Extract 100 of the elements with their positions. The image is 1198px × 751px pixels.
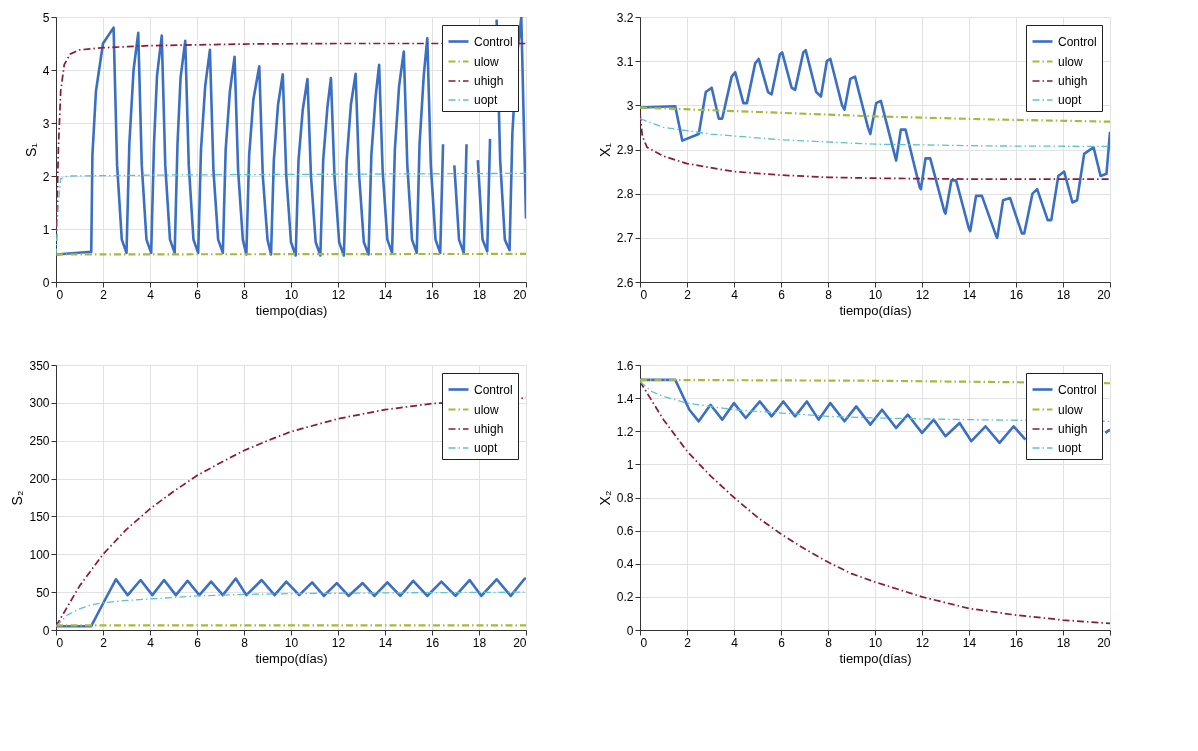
x-tick-label: 8 bbox=[825, 287, 833, 302]
y-tick-label: 2.9 bbox=[616, 143, 634, 157]
x-tick-label: 12 bbox=[915, 287, 930, 302]
line-series bbox=[640, 117, 1110, 148]
legend-label: uopt bbox=[1058, 93, 1083, 107]
legend-label: uhigh bbox=[474, 74, 504, 88]
y-tick-label: 4 bbox=[42, 63, 50, 78]
x-tick-label: 2 bbox=[100, 287, 108, 302]
legend-label: ulow bbox=[474, 54, 500, 69]
legend-label: ulow bbox=[1058, 402, 1084, 417]
x-tick-label: 20 bbox=[1097, 287, 1111, 302]
y-tick-label: 0 bbox=[42, 623, 50, 638]
y-tick-label: 3 bbox=[626, 98, 634, 113]
y-axis-title: X₁ bbox=[596, 142, 613, 158]
x-tick-label: 6 bbox=[778, 287, 786, 302]
x-tick-label: 14 bbox=[962, 287, 977, 302]
x-tick-label: 2 bbox=[100, 635, 108, 650]
legend-label: uhigh bbox=[474, 422, 504, 436]
x-tick-label: 20 bbox=[513, 287, 527, 302]
y-tick-label: 1.6 bbox=[616, 358, 634, 373]
x-tick-label: 0 bbox=[640, 287, 648, 302]
y-tick-label: 150 bbox=[29, 509, 50, 524]
x-tick-label: 14 bbox=[378, 287, 393, 302]
y-tick-label: 3 bbox=[42, 116, 50, 131]
line-series bbox=[56, 591, 526, 627]
y-tick-label: 0.2 bbox=[616, 590, 634, 605]
x-tick-label: 6 bbox=[194, 287, 202, 302]
x-tick-label: 12 bbox=[331, 287, 346, 302]
x-tick-label: 8 bbox=[241, 635, 249, 650]
x-tick-label: 16 bbox=[1009, 287, 1024, 302]
line-series bbox=[640, 48, 1110, 240]
y-tick-label: 3.2 bbox=[616, 10, 634, 25]
x-tick-label: 14 bbox=[378, 635, 393, 650]
y-tick-label: 350 bbox=[29, 358, 50, 373]
x-axis-title: tiempo(dias) bbox=[255, 302, 328, 318]
y-tick-label: 2.8 bbox=[616, 187, 634, 202]
x-tick-label: 20 bbox=[513, 635, 527, 650]
x-axis-title: tiempo(días) bbox=[255, 650, 328, 666]
x-tick-label: 10 bbox=[284, 287, 299, 302]
y-tick-label: 2.6 bbox=[616, 275, 634, 290]
x-tick-label: 18 bbox=[1056, 635, 1071, 650]
legend-label: uopt bbox=[474, 93, 499, 107]
y-tick-label: 100 bbox=[29, 547, 50, 562]
y-tick-label: 0 bbox=[626, 623, 634, 638]
y-tick-label: 0.4 bbox=[616, 557, 634, 572]
y-tick-label: 1.2 bbox=[616, 424, 634, 439]
legend-label: Control bbox=[474, 382, 513, 397]
x-tick-label: 0 bbox=[640, 635, 648, 650]
y-tick-label: 2.7 bbox=[616, 231, 634, 246]
legend-label: uhigh bbox=[1058, 74, 1088, 88]
y-tick-label: 0.6 bbox=[616, 524, 634, 539]
x-tick-label: 14 bbox=[962, 635, 977, 650]
legend-label: ulow bbox=[474, 402, 500, 417]
y-tick-label: 200 bbox=[29, 472, 50, 487]
x-axis-title: tiempo(días) bbox=[839, 302, 912, 318]
y-tick-label: 3.1 bbox=[616, 54, 634, 69]
x-tick-label: 8 bbox=[825, 635, 833, 650]
y-tick-label: 1.4 bbox=[616, 391, 634, 406]
x-tick-label: 0 bbox=[56, 287, 64, 302]
legend-label: Control bbox=[1058, 382, 1097, 397]
x-tick-label: 16 bbox=[425, 635, 440, 650]
x-tick-label: 6 bbox=[778, 635, 786, 650]
x-tick-label: 18 bbox=[472, 635, 487, 650]
y-tick-label: 1 bbox=[626, 457, 634, 472]
y-tick-label: 5 bbox=[42, 10, 50, 25]
x-tick-label: 20 bbox=[1097, 635, 1111, 650]
line-series bbox=[640, 113, 1110, 180]
legend-label: uhigh bbox=[1058, 422, 1088, 436]
x-tick-label: 10 bbox=[284, 635, 299, 650]
y-tick-label: 2 bbox=[42, 169, 50, 184]
line-series bbox=[640, 106, 1110, 123]
y-axis-title: X₂ bbox=[596, 490, 613, 506]
x-tick-label: 4 bbox=[731, 635, 739, 650]
line-series bbox=[640, 380, 1110, 625]
line-series bbox=[56, 172, 526, 257]
legend-label: Control bbox=[1058, 34, 1097, 49]
legend-label: uopt bbox=[474, 441, 499, 455]
x-tick-label: 18 bbox=[472, 287, 487, 302]
y-tick-label: 1 bbox=[42, 222, 50, 237]
x-tick-label: 2 bbox=[684, 287, 692, 302]
x-tick-label: 0 bbox=[56, 635, 64, 650]
x-tick-label: 10 bbox=[868, 635, 883, 650]
y-tick-label: 250 bbox=[29, 434, 50, 449]
y-tick-label: 0 bbox=[42, 275, 50, 290]
x-tick-label: 4 bbox=[731, 287, 739, 302]
legend-label: ulow bbox=[1058, 54, 1084, 69]
x-tick-label: 12 bbox=[915, 635, 930, 650]
x-tick-label: 4 bbox=[147, 635, 155, 650]
y-axis-title: S₂ bbox=[9, 490, 26, 506]
x-tick-label: 16 bbox=[425, 287, 440, 302]
y-tick-label: 0.8 bbox=[616, 491, 634, 505]
x-tick-label: 8 bbox=[241, 287, 249, 302]
y-tick-label: 50 bbox=[36, 585, 50, 600]
x-tick-label: 16 bbox=[1009, 635, 1024, 650]
x-tick-label: 18 bbox=[1056, 287, 1071, 302]
y-axis-title: S₁ bbox=[22, 142, 39, 158]
y-tick-label: 300 bbox=[29, 396, 50, 411]
x-tick-label: 12 bbox=[331, 635, 346, 650]
legend-label: Control bbox=[474, 34, 513, 49]
x-tick-label: 2 bbox=[684, 635, 692, 650]
